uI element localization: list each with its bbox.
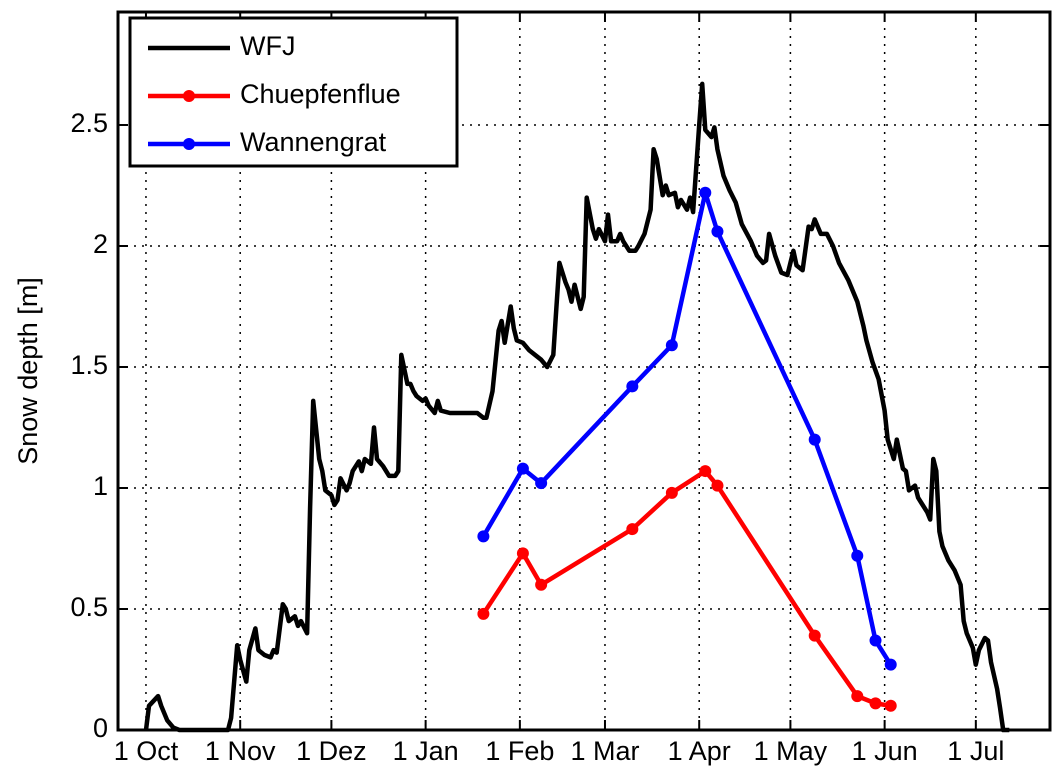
x-tick-label: 1 Nov [205, 736, 276, 766]
data-point [665, 486, 678, 499]
y-tick-label: 1 [93, 471, 108, 501]
y-tick-label: 0 [93, 713, 108, 743]
legend-label: Wannengrat [240, 127, 387, 157]
x-tick-label: 1 Mar [570, 736, 639, 766]
data-point [884, 658, 897, 671]
data-point [869, 697, 882, 710]
data-point [869, 634, 882, 647]
x-tick-label: 1 Apr [668, 736, 731, 766]
data-point [477, 530, 490, 543]
data-line [146, 84, 1031, 730]
data-point [851, 690, 864, 703]
x-tick-label: 1 Jul [947, 736, 1004, 766]
data-point [808, 433, 821, 446]
data-point [626, 523, 639, 536]
data-point [699, 186, 712, 199]
y-tick-label: 2 [93, 229, 108, 259]
x-tick-label: 1 May [754, 736, 828, 766]
legend: WFJ Chuepfenflue Wannengrat [128, 16, 459, 168]
data-point [808, 629, 821, 642]
data-point [477, 607, 490, 620]
data-point [711, 225, 724, 238]
x-tick-label: 1 Jan [393, 736, 459, 766]
y-tick-label: 2.5 [70, 108, 108, 138]
x-tick-label: 1 Oct [114, 736, 179, 766]
data-point [535, 477, 548, 490]
legend-marker [183, 138, 195, 150]
data-point [884, 699, 897, 712]
data-point [699, 465, 712, 478]
data-point [535, 578, 548, 591]
x-tick-label: 1 Jun [852, 736, 918, 766]
data-point [851, 549, 864, 562]
plot-frame [116, 10, 1052, 732]
x-tick-label: 1 Feb [485, 736, 554, 766]
data-point [665, 339, 678, 352]
x-tick-label: 1 Dez [296, 736, 367, 766]
y-axis-label: Snow depth [m] [13, 277, 43, 465]
data-point [626, 380, 639, 393]
legend-label: WFJ [240, 31, 295, 61]
data-point [516, 547, 529, 560]
data-point [711, 479, 724, 492]
legend-marker [183, 90, 195, 102]
y-tick-label: 1.5 [70, 350, 108, 380]
data-point [516, 462, 529, 475]
y-tick-label: 0.5 [70, 592, 108, 622]
data-line [481, 190, 893, 666]
legend-label: Chuepfenflue [240, 79, 401, 109]
